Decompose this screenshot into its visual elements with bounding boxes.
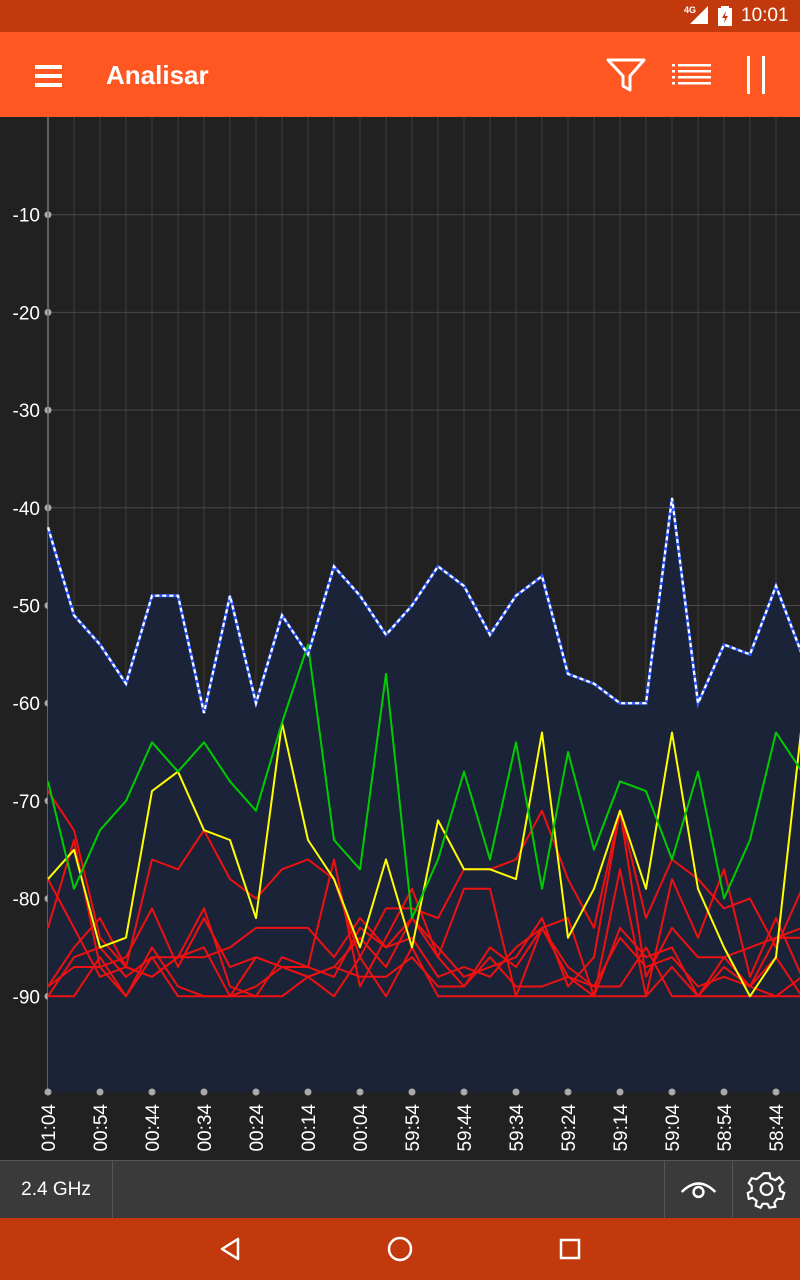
x-tick-dot: [304, 1088, 312, 1096]
y-tick-label: -90: [13, 987, 40, 1008]
x-tick-label: 00:04: [351, 1104, 372, 1152]
x-tick-dot: [564, 1088, 572, 1096]
x-tick-label: 59:34: [507, 1104, 528, 1152]
home-icon[interactable]: [370, 1226, 430, 1272]
y-tick-label: -20: [13, 303, 40, 324]
weak-signal-series-line: [48, 917, 800, 998]
weak-signal-series-line: [47, 858, 800, 998]
strong-signal-series-line: [47, 643, 800, 920]
signal-strength-chart: -10 -20 -30 -40 -50 -60 -70 -80 -90 01:04 00:54 00:…: [0, 117, 800, 1160]
x-tick-dot: [252, 1088, 260, 1096]
list-icon[interactable]: [663, 50, 719, 100]
band-selector-button[interactable]: 2.4 GHz: [0, 1161, 113, 1218]
page-title: Analisar: [106, 60, 209, 90]
y-tick-label: -70: [13, 792, 40, 813]
back-icon[interactable]: [200, 1226, 260, 1272]
x-tick-dot: [616, 1088, 624, 1096]
y-tick-label: -40: [13, 499, 40, 520]
battery-icon: [718, 6, 732, 26]
settings-icon[interactable]: [732, 1161, 800, 1218]
x-tick-label: 00:14: [299, 1104, 320, 1152]
eye-icon[interactable]: [664, 1161, 732, 1218]
x-tick-dot: [356, 1088, 364, 1096]
y-tick-label: -50: [13, 597, 40, 618]
chart-svg: -10 -20 -30 -40 -50 -60 -70 -80 -90 01:04 00:54 00:…: [13, 117, 800, 1152]
x-tick-label: 00:54: [91, 1104, 112, 1152]
x-tick-label: 00:44: [143, 1104, 164, 1152]
x-tick-dot: [720, 1088, 728, 1096]
app-bar: Analisar: [0, 32, 800, 117]
y-tick-label: -10: [13, 206, 40, 227]
x-tick-dot: [772, 1088, 780, 1096]
recents-icon[interactable]: [540, 1226, 600, 1272]
x-tick-dot: [668, 1088, 676, 1096]
x-tick-label: 00:24: [247, 1104, 268, 1152]
signal-icon: [690, 6, 708, 24]
x-tick-label: 58:44: [767, 1104, 788, 1152]
x-tick-label: 58:54: [715, 1104, 736, 1152]
x-tick-label: 00:34: [195, 1104, 216, 1152]
medium-signal-series-line: [47, 721, 800, 998]
weak-signal-series-line: [47, 790, 800, 968]
y-tick-label: -60: [13, 694, 40, 715]
filter-icon[interactable]: [598, 50, 654, 100]
weak-signal-series-line: [47, 926, 800, 998]
x-tick-dot: [512, 1088, 520, 1096]
y-tick-label: -30: [13, 401, 40, 422]
menu-icon[interactable]: [22, 52, 76, 100]
status-bar: 4G 10:01: [0, 0, 800, 32]
clock: 10:01: [741, 5, 789, 26]
network-type-label: 4G: [684, 5, 697, 15]
x-tick-dot: [96, 1088, 104, 1096]
x-tick-dot: [408, 1088, 416, 1096]
x-tick-dot: [44, 1088, 52, 1096]
x-tick-label: 59:14: [611, 1104, 632, 1152]
x-tick-label: 01:04: [39, 1104, 60, 1152]
x-tick-label: 59:44: [455, 1104, 476, 1152]
x-tick-label: 59:54: [403, 1104, 424, 1152]
system-navigation-bar: [0, 1218, 800, 1280]
y-tick-label: -80: [13, 890, 40, 911]
bottom-toolbar: 2.4 GHz: [0, 1160, 800, 1218]
pause-icon[interactable]: [729, 50, 785, 100]
x-tick-dot: [200, 1088, 208, 1096]
x-tick-dot: [460, 1088, 468, 1096]
x-tick-label: 59:24: [559, 1104, 580, 1152]
x-tick-label: 59:04: [663, 1104, 684, 1152]
connected-series-line: [46, 497, 800, 714]
x-tick-dot: [148, 1088, 156, 1096]
